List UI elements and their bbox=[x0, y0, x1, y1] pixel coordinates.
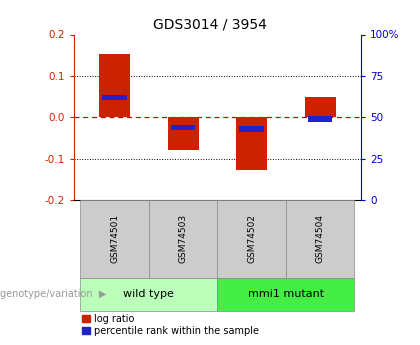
Text: wild type: wild type bbox=[123, 289, 174, 299]
Text: genotype/variation  ▶: genotype/variation ▶ bbox=[0, 289, 106, 299]
Text: GSM74504: GSM74504 bbox=[315, 214, 325, 264]
Bar bbox=[239, 126, 264, 131]
Text: mmi1 mutant: mmi1 mutant bbox=[248, 289, 324, 299]
Bar bbox=[171, 125, 195, 130]
Bar bbox=[168, 117, 199, 150]
Text: GSM74503: GSM74503 bbox=[178, 214, 188, 264]
Bar bbox=[102, 95, 127, 100]
Bar bbox=[308, 116, 333, 122]
Bar bbox=[304, 97, 336, 117]
Text: GSM74502: GSM74502 bbox=[247, 214, 256, 264]
Text: GSM74501: GSM74501 bbox=[110, 214, 119, 264]
Bar bbox=[236, 117, 267, 170]
Text: GDS3014 / 3954: GDS3014 / 3954 bbox=[153, 17, 267, 31]
Bar bbox=[99, 55, 130, 117]
Legend: log ratio, percentile rank within the sample: log ratio, percentile rank within the sa… bbox=[79, 310, 263, 340]
